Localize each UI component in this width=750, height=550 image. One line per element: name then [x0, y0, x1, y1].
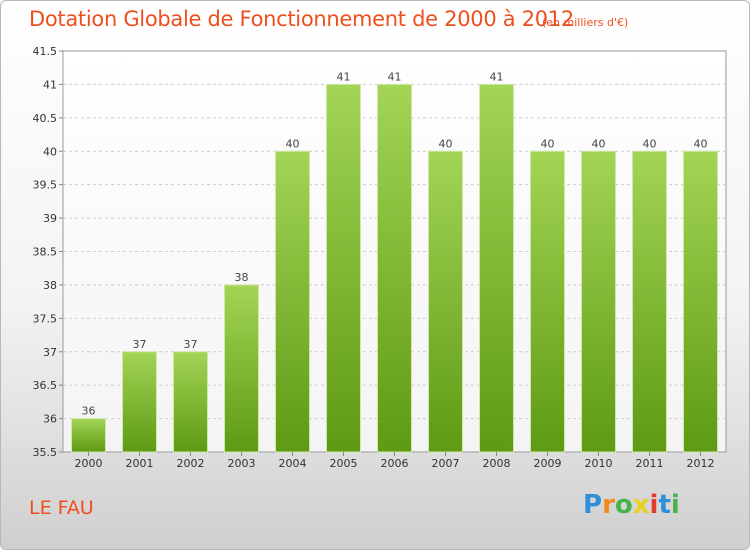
logo-letter: t: [658, 490, 671, 520]
proxiti-logo: Proxiti: [583, 490, 680, 520]
logo-letter: i: [649, 490, 659, 520]
y-tick-label: 41: [43, 78, 57, 91]
x-tick-label-2010: 2010: [585, 457, 613, 470]
data-label-2008: 41: [490, 70, 504, 83]
y-tick-label: 39: [43, 212, 57, 225]
data-label-2005: 41: [337, 70, 351, 83]
data-label-2002: 37: [184, 338, 198, 351]
logo-letter: o: [614, 490, 633, 520]
y-tick-label: 37: [43, 346, 57, 359]
bar-2011: [632, 150, 667, 453]
y-tick-label: 40.5: [33, 112, 58, 125]
x-tick-label-2011: 2011: [636, 457, 664, 470]
bar-2005: [326, 83, 361, 453]
data-labels: 36 37 37 38 40 41 41 40 41 40 40 40 40: [82, 70, 708, 417]
bar-2012: [683, 150, 718, 453]
bar-2007: [428, 150, 463, 453]
y-tick-label: 40: [43, 145, 57, 158]
data-label-2006: 41: [388, 70, 402, 83]
bars: [71, 83, 718, 453]
logo-letter: i: [670, 490, 680, 520]
x-tick-label-2000: 2000: [75, 457, 103, 470]
logo-letter: r: [602, 490, 615, 520]
x-tick-label-2001: 2001: [126, 457, 154, 470]
x-tick-label-2005: 2005: [330, 457, 358, 470]
y-tick-label: 38: [43, 279, 57, 292]
chart-title: Dotation Globale de Fonctionnement de 20…: [29, 7, 574, 31]
data-label-2007: 40: [439, 137, 453, 150]
bar-2010: [581, 150, 616, 453]
x-tick-label-2007: 2007: [432, 457, 460, 470]
y-tick-label: 36.5: [33, 379, 58, 392]
y-tick-label: 36: [43, 413, 57, 426]
commune-name: LE FAU: [29, 497, 94, 519]
y-axis-ticks: 35.5 36 36.5 37 37.5 38 38.5 39 39.5 40 40.5 41 41.5: [33, 45, 63, 459]
logo-letter: x: [632, 490, 650, 520]
data-label-2003: 38: [235, 271, 249, 284]
bar-2008: [479, 83, 514, 453]
x-tick-label-2009: 2009: [534, 457, 562, 470]
y-tick-label: 38.5: [33, 246, 58, 259]
data-label-2009: 40: [541, 137, 555, 150]
data-label-2000: 36: [82, 405, 96, 418]
bar-2001: [122, 351, 157, 453]
x-tick-label-2008: 2008: [483, 457, 511, 470]
y-tick-label: 37.5: [33, 312, 58, 325]
bar-2003: [224, 284, 259, 453]
data-label-2001: 37: [133, 338, 147, 351]
bar-2009: [530, 150, 565, 453]
x-axis-ticks: 2000 2001 2002 2003 2004 2005 2006 2007 2008 2009…: [75, 452, 715, 470]
y-tick-label: 35.5: [33, 446, 58, 459]
bar-2004: [275, 150, 310, 453]
y-tick-label: 39.5: [33, 179, 58, 192]
y-tick-label: 41.5: [33, 45, 58, 58]
x-tick-label-2006: 2006: [381, 457, 409, 470]
data-label-2004: 40: [286, 137, 300, 150]
data-label-2010: 40: [592, 137, 606, 150]
bar-2000: [71, 418, 106, 453]
bar-2002: [173, 351, 208, 453]
data-label-2012: 40: [694, 137, 708, 150]
x-tick-label-2012: 2012: [687, 457, 715, 470]
x-tick-label-2004: 2004: [279, 457, 307, 470]
data-label-2011: 40: [643, 137, 657, 150]
bar-2006: [377, 83, 412, 453]
chart-unit: (en milliers d'€): [542, 16, 629, 29]
x-tick-label-2002: 2002: [177, 457, 205, 470]
x-tick-label-2003: 2003: [228, 457, 256, 470]
logo-letter: P: [583, 490, 603, 520]
